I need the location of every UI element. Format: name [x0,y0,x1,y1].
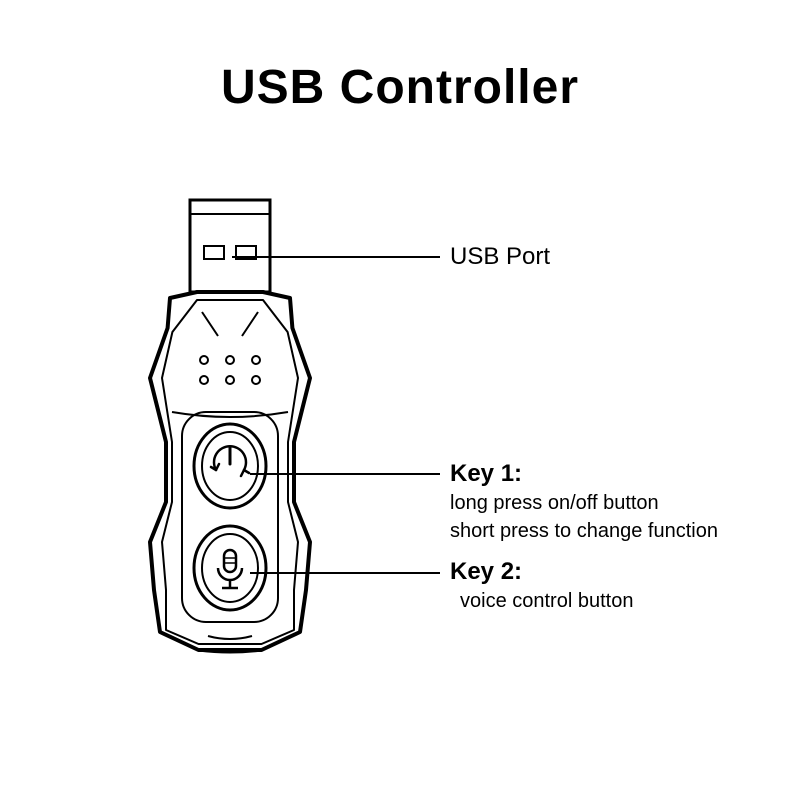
label-key2-line1: voice control button [460,590,633,613]
key2-button [194,526,266,610]
label-usb-port: USB Port [450,243,550,271]
diagram-title: USB Controller [0,60,800,115]
label-key1-line2: short press to change function [450,520,718,543]
label-key1-title: Key 1: [450,460,522,488]
leader-line-key2 [250,572,440,574]
diagram-canvas: USB Controller USB Port Key 1: long pres… [0,0,800,800]
label-key2-title: Key 2: [450,558,522,586]
leader-line-key1 [250,473,440,475]
label-key1-line1: long press on/off button [450,492,659,515]
usb-controller-illustration [130,190,330,690]
leader-line-usb [232,256,440,258]
key1-button [194,424,266,508]
